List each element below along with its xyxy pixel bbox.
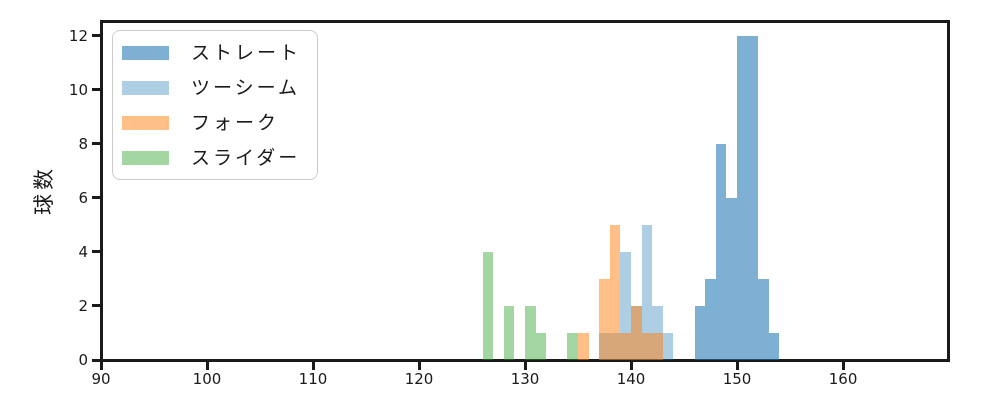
straight-bar-147 xyxy=(705,279,716,360)
legend-swatch-slider xyxy=(122,151,169,165)
slider-bar-130 xyxy=(525,306,536,360)
y-tick-label-2: 2 xyxy=(78,296,88,315)
y-tick-4 xyxy=(91,250,100,254)
x-tick-120 xyxy=(417,361,421,370)
slider-bar-134 xyxy=(567,333,578,360)
x-tick-label-130: 130 xyxy=(510,370,540,388)
slider-bar-128 xyxy=(504,306,514,360)
legend-swatch-straight xyxy=(122,46,169,60)
legend-label-straight: ストレート xyxy=(191,42,302,64)
y-axis-label: 球数 xyxy=(32,165,56,215)
fork-bar-141 xyxy=(642,333,652,360)
y-tick-label-6: 6 xyxy=(78,188,88,207)
y-tick-2 xyxy=(91,304,100,308)
fork-bar-137 xyxy=(599,279,610,360)
plot-area: 90 100 110 120 130 140 150 160 0 2 4 6 8 10 12 xyxy=(69,19,950,388)
x-tick-label-160: 160 xyxy=(828,370,858,388)
y-tick-label-8: 8 xyxy=(78,134,88,153)
two-seam-bar-143 xyxy=(663,333,673,360)
straight-bar-151 xyxy=(748,36,758,360)
axis-spine-top xyxy=(99,19,950,23)
straight-bar-149 xyxy=(726,198,737,360)
y-tick-label-12: 12 xyxy=(68,26,88,45)
legend-item-fork: フォーク xyxy=(122,111,317,135)
legend-swatch-fork xyxy=(122,116,169,130)
straight-bar-148 xyxy=(716,144,726,360)
y-tick-0 xyxy=(91,358,100,362)
y-tick-label-0: 0 xyxy=(78,351,88,369)
two-seam-bar-141 xyxy=(642,225,652,360)
x-tick-label-100: 100 xyxy=(192,370,222,388)
straight-bar-153 xyxy=(769,333,779,360)
x-tick-label-140: 140 xyxy=(616,370,646,388)
legend: ストレートツーシームフォークスライダー xyxy=(112,30,318,180)
x-tick-label-120: 120 xyxy=(404,370,434,388)
axis-spine-bottom xyxy=(99,358,950,362)
x-tick-110 xyxy=(311,361,315,370)
x-tick-label-150: 150 xyxy=(722,370,752,388)
y-tick-6 xyxy=(91,196,100,200)
x-tick-150 xyxy=(735,361,739,370)
legend-label-slider: スライダー xyxy=(191,147,301,169)
x-tick-130 xyxy=(523,361,527,370)
legend-item-two-seam: ツーシーム xyxy=(122,76,317,100)
legend-label-two-seam: ツーシーム xyxy=(191,77,301,99)
straight-bar-146 xyxy=(695,306,705,360)
x-tick-90 xyxy=(99,361,103,370)
slider-bar-126 xyxy=(483,252,493,360)
legend-item-straight: ストレート xyxy=(122,41,317,65)
legend-swatch-two-seam xyxy=(122,81,169,95)
x-tick-160 xyxy=(841,361,845,370)
legend-label-fork: フォーク xyxy=(191,112,280,134)
y-tick-label-10: 10 xyxy=(68,80,88,99)
straight-bar-152 xyxy=(758,279,769,360)
axis-spine-left xyxy=(99,19,103,362)
y-tick-12 xyxy=(91,34,100,38)
y-tick-label-4: 4 xyxy=(78,242,88,261)
fork-bar-139 xyxy=(620,333,631,360)
y-tick-10 xyxy=(91,88,100,92)
y-tick-8 xyxy=(91,142,100,146)
x-tick-label-110: 110 xyxy=(298,370,328,388)
slider-bar-131 xyxy=(536,333,546,360)
x-tick-140 xyxy=(629,361,633,370)
straight-bar-150 xyxy=(737,36,748,360)
axis-spine-right xyxy=(946,19,950,362)
legend-item-slider: スライダー xyxy=(122,146,317,170)
two-seam-bar-139 xyxy=(620,252,631,360)
x-tick-100 xyxy=(205,361,209,370)
fork-bar-142 xyxy=(652,333,663,360)
fork-bar-135 xyxy=(578,333,589,360)
fork-bar-140 xyxy=(631,306,642,360)
fork-bar-138 xyxy=(610,225,620,360)
x-tick-label-90: 90 xyxy=(91,370,111,388)
